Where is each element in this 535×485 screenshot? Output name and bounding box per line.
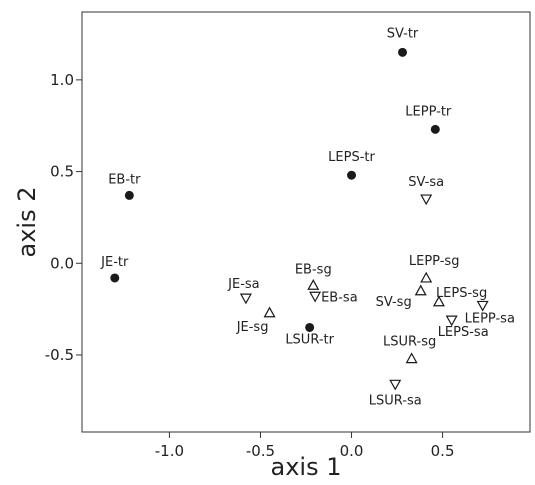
point-label-eb-tr: EB-tr	[108, 172, 141, 187]
point-label-lsur-tr: LSUR-tr	[285, 332, 334, 347]
point-label-sv-sa: SV-sa	[408, 175, 444, 190]
y-tick-label: 0.0	[50, 254, 74, 272]
x-tick-label: -1.0	[155, 442, 184, 460]
point-eb-tr	[124, 190, 134, 200]
point-eb-sa	[309, 291, 322, 303]
point-lepp-tr	[430, 124, 440, 134]
point-leps-tr	[347, 170, 357, 180]
point-lepp-sa	[476, 300, 489, 312]
point-label-sv-sg: SV-sg	[376, 295, 412, 310]
point-je-tr	[110, 273, 120, 283]
point-label-eb-sg: EB-sg	[295, 262, 332, 277]
point-label-je-tr: JE-tr	[100, 255, 129, 270]
x-axis-title: axis 1	[271, 453, 342, 481]
x-tick-label: -0.5	[246, 442, 275, 460]
point-eb-sg	[307, 279, 320, 290]
point-label-leps-sa: LEPS-sa	[438, 325, 489, 340]
point-sv-tr	[398, 47, 408, 57]
point-label-leps-tr: LEPS-tr	[328, 150, 375, 165]
point-labels-layer: SV-tr LEPP-tr LEPS-tr EB-tr JE-tr LSUR-tr SV-s…	[100, 26, 515, 408]
point-label-lepp-tr: LEPP-tr	[405, 104, 452, 119]
point-label-je-sg: JE-sg	[236, 320, 269, 335]
point-lepp-sg	[420, 271, 433, 283]
y-tick-label: 0.5	[50, 163, 74, 181]
point-label-eb-sa: EB-sa	[321, 290, 358, 305]
points-layer	[110, 47, 489, 391]
point-label-lsur-sg: LSUR-sg	[383, 335, 436, 350]
y-tick-label: 1.0	[50, 71, 74, 89]
x-tick-label: 0.5	[431, 442, 455, 460]
point-je-sg	[263, 306, 276, 318]
y-axis-title: axis 2	[13, 187, 41, 258]
ticks-layer: -1.0 -0.5 0.0 0.5 -0.5 0.0 0.5 1.0	[45, 71, 455, 460]
point-sv-sa	[420, 194, 433, 206]
point-leps-sg	[432, 295, 445, 307]
plot-frame	[81, 11, 531, 433]
point-label-leps-sg: LEPS-sg	[436, 286, 487, 301]
point-label-lepp-sg: LEPP-sg	[409, 254, 460, 269]
x-tick-label: 0.0	[340, 442, 364, 460]
point-label-sv-tr: SV-tr	[387, 26, 419, 41]
point-label-je-sa: JE-sa	[227, 277, 259, 292]
y-tick-label: -0.5	[45, 346, 74, 364]
point-label-lepp-sa: LEPP-sa	[465, 311, 515, 326]
point-lsur-sa	[389, 379, 402, 391]
point-label-lsur-sa: LSUR-sa	[369, 393, 422, 408]
point-lsur-tr	[305, 322, 315, 332]
point-lsur-sg	[405, 352, 418, 364]
point-sv-sg	[414, 284, 427, 296]
point-je-sa	[239, 293, 252, 305]
point-leps-sa	[445, 315, 458, 327]
